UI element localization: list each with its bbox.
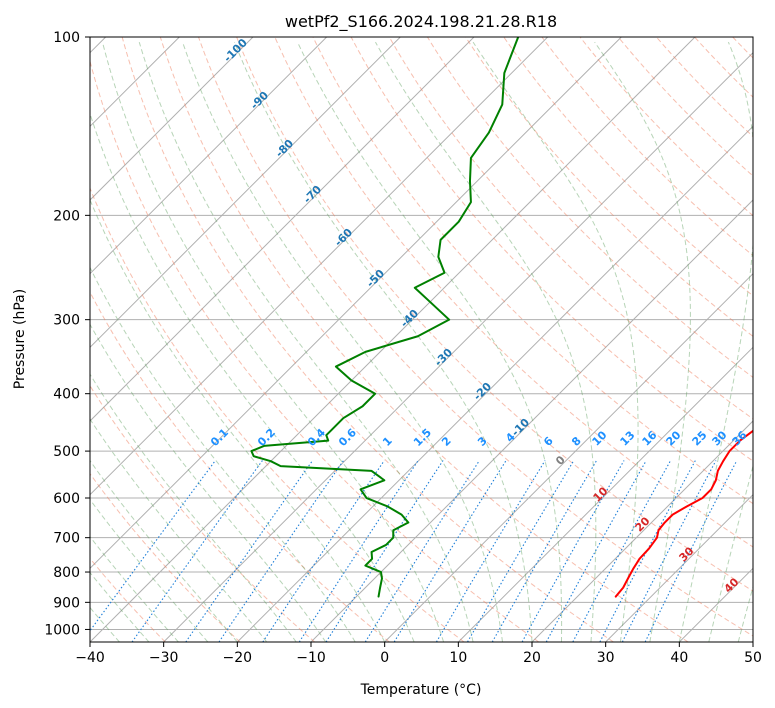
x-tick-label: 10 <box>449 650 467 666</box>
isotherm-line <box>90 37 475 422</box>
x-tick-label: −30 <box>149 650 179 666</box>
dry-adiabat-line <box>90 291 390 642</box>
isotherm-line <box>310 199 753 642</box>
y-tick-label: 200 <box>53 208 80 224</box>
moist-adiabat-line <box>375 41 597 642</box>
moist-adiabat-line <box>138 41 474 642</box>
dry-adiabat-line <box>503 37 753 297</box>
x-axis-label: Temperature (°C) <box>360 682 482 698</box>
y-tick-label: 800 <box>53 565 80 581</box>
isotherm-line <box>457 346 753 642</box>
moist-adiabat-line <box>233 41 533 642</box>
isotherm-line <box>90 37 549 496</box>
moist-adiabat-line <box>90 266 356 642</box>
mixing-ratio-line <box>521 460 625 642</box>
moist-adiabat-line <box>297 41 563 642</box>
moist-adiabat-line <box>737 585 753 642</box>
temperature-trace <box>614 429 753 598</box>
moist-adiabat-line <box>594 41 691 642</box>
dry-adiabat-line <box>312 37 753 505</box>
dry-adiabat-line <box>426 37 753 378</box>
dry-adiabat-line <box>90 59 540 642</box>
isotherm-line <box>90 37 622 570</box>
isotherm-line <box>605 493 753 642</box>
x-tick-label: −20 <box>223 650 253 666</box>
isotherm-line <box>90 37 696 642</box>
x-tick-label: 30 <box>597 650 615 666</box>
x-tick-label: 50 <box>744 650 762 666</box>
plot-frame <box>89 36 754 643</box>
moist-adiabats <box>90 41 753 642</box>
isotherm-grid <box>90 37 753 642</box>
dewpoint-trace <box>250 37 520 598</box>
mixing-ratio-line <box>491 460 598 642</box>
chart-title: wetPf2_S166.2024.198.21.28.R18 <box>285 12 557 32</box>
moist-adiabat-line <box>90 373 297 642</box>
moist-adiabat-line <box>708 464 753 642</box>
mixing-ratio-line <box>131 460 263 642</box>
y-tick-label: 500 <box>53 444 80 460</box>
y-tick-label: 400 <box>53 387 80 403</box>
mixing-ratio-line <box>621 460 717 642</box>
dry-adiabat-line <box>90 384 316 642</box>
y-axis-ticks: 100 200 300 400 500 600 700 800 900 1000 <box>44 30 90 638</box>
mixing-ratio-line <box>545 460 647 642</box>
isotherm-line <box>236 125 753 642</box>
isotherm-line <box>384 272 753 642</box>
dry-adiabat-line <box>121 37 614 642</box>
dry-adiabat-line <box>90 186 465 642</box>
moist-adiabat-line <box>90 498 209 642</box>
moist-adiabat-line <box>472 41 639 642</box>
isotherm-line <box>90 37 254 201</box>
moist-adiabat-line <box>90 323 327 642</box>
y-tick-label: 1000 <box>44 622 80 638</box>
dry-adiabat-line <box>579 37 753 217</box>
y-tick-label: 700 <box>53 531 80 547</box>
isobar-grid <box>90 37 753 630</box>
moist-adiabat-line <box>182 41 504 642</box>
dry-adiabat-line <box>350 37 753 462</box>
y-tick-label: 600 <box>53 491 80 507</box>
mixing-ratio-line <box>262 460 385 642</box>
moist-adiabat-line <box>90 112 415 642</box>
mixing-ratio-lines <box>90 460 738 642</box>
moist-adiabat-line <box>90 535 179 642</box>
moist-adiabat-line <box>678 41 753 642</box>
mixing-ratio-line <box>644 460 738 642</box>
mixing-ratio-line <box>325 460 444 642</box>
mixing-ratio-line <box>599 460 696 642</box>
isotherm-line <box>90 37 401 349</box>
moist-adiabat-line <box>90 571 150 642</box>
dry-adiabat-line <box>90 472 241 642</box>
x-tick-label: 0 <box>380 650 389 666</box>
y-tick-label: 100 <box>53 30 80 46</box>
isotherm-line <box>163 51 753 642</box>
dry-adiabat-line <box>465 37 753 337</box>
isotherm-line <box>90 37 328 275</box>
moist-adiabat-line <box>90 418 268 642</box>
isotherm-line <box>531 420 753 642</box>
x-tick-label: 40 <box>670 650 688 666</box>
y-tick-label: 300 <box>53 313 80 329</box>
x-tick-label: 20 <box>523 650 541 666</box>
mixing-ratio-line <box>364 460 480 642</box>
mixing-ratio-line <box>298 460 419 642</box>
x-tick-label: −40 <box>75 650 105 666</box>
dry-adiabat-line <box>236 37 753 592</box>
y-axis-label: Pressure (hPa) <box>12 289 28 389</box>
x-tick-label: −10 <box>296 650 326 666</box>
dry-adiabat-line <box>274 37 753 548</box>
moist-adiabat-line <box>90 459 238 642</box>
mixing-ratio-line <box>90 460 216 632</box>
dry-adiabat-line <box>159 37 689 642</box>
series-lines <box>250 37 753 598</box>
moist-adiabat-line <box>101 41 445 642</box>
y-tick-label: 900 <box>53 595 80 611</box>
x-axis-ticks: −40 −30 −20 −10 0 10 20 30 40 50 <box>75 642 762 666</box>
mixing-ratio-line <box>572 460 672 642</box>
dry-adiabats <box>90 37 753 642</box>
mixing-ratio-line <box>467 460 575 642</box>
